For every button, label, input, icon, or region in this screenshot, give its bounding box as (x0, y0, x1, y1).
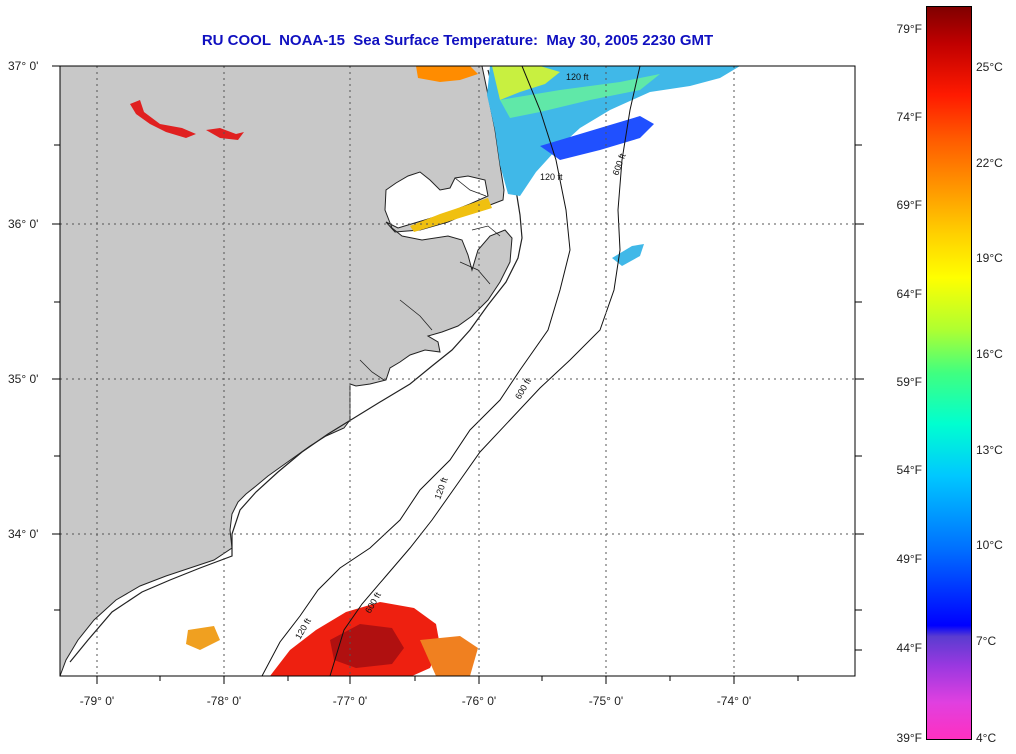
colorbar-f-79: 79°F (896, 22, 922, 36)
sst-blue-band (540, 116, 654, 160)
colorbar-f-39: 39°F (896, 731, 922, 745)
colorbar-c-7: 7°C (976, 634, 997, 648)
sst-lake-patch-2 (206, 128, 244, 140)
colorbar-c-4: 4°C (976, 731, 997, 745)
land-mass (60, 66, 513, 676)
colorbar-f-44: 44°F (896, 641, 922, 655)
map-grid (60, 66, 855, 676)
sst-sound-patch (410, 198, 492, 232)
colorbar-c-13: 13°C (976, 443, 1003, 457)
lat-label-35: 35° 0' (8, 372, 39, 386)
inland-sounds (359, 177, 501, 381)
lon-label-77: -77° 0' (332, 694, 368, 708)
colorbar-c-19: 19°C (976, 251, 1003, 265)
sst-yellow-patch-north (492, 66, 560, 100)
sst-orange-strip-south (420, 636, 478, 676)
isobath-600ft (329, 66, 641, 676)
lon-label-79: -79° 0' (79, 694, 115, 708)
colorbar-f-69: 69°F (896, 198, 922, 212)
lon-label-78: -78° 0' (206, 694, 242, 708)
sst-small-patch (612, 244, 644, 266)
lat-label-36: 36° 0' (8, 217, 39, 231)
colorbar-f-54: 54°F (896, 463, 922, 477)
lon-label-76: -76° 0' (461, 694, 497, 708)
lon-label-74: -74° 0' (716, 694, 752, 708)
outer-banks (69, 69, 523, 663)
colorbar-c-25: 25°C (976, 60, 1003, 74)
isobath-label-120: 120 ft (566, 72, 589, 82)
colorbar-c-16: 16°C (976, 347, 1003, 361)
isobath-label-120b: 120 ft (540, 172, 563, 182)
colorbar-c-22: 22°C (976, 156, 1003, 170)
colorbar-f-64: 64°F (896, 287, 922, 301)
lat-label-37: 37° 0' (8, 59, 39, 73)
colorbar-f-49: 49°F (896, 552, 922, 566)
lon-label-75: -75° 0' (588, 694, 624, 708)
sst-dark-red-core (330, 624, 404, 668)
colorbar-c-10: 10°C (976, 538, 1003, 552)
sst-warm-patch-north (416, 66, 478, 82)
isobath-120ft (261, 66, 571, 676)
temperature-colorbar (926, 6, 972, 740)
map-title: RU COOL NOAA-15 Sea Surface Temperature:… (201, 32, 714, 49)
sst-orange-patch-south (186, 626, 220, 650)
sst-green-band (500, 74, 660, 118)
colorbar-f-59: 59°F (896, 375, 922, 389)
colorbar-f-74: 74°F (896, 110, 922, 124)
lat-label-34: 34° 0' (8, 527, 39, 541)
sst-lake-patch (130, 100, 196, 138)
